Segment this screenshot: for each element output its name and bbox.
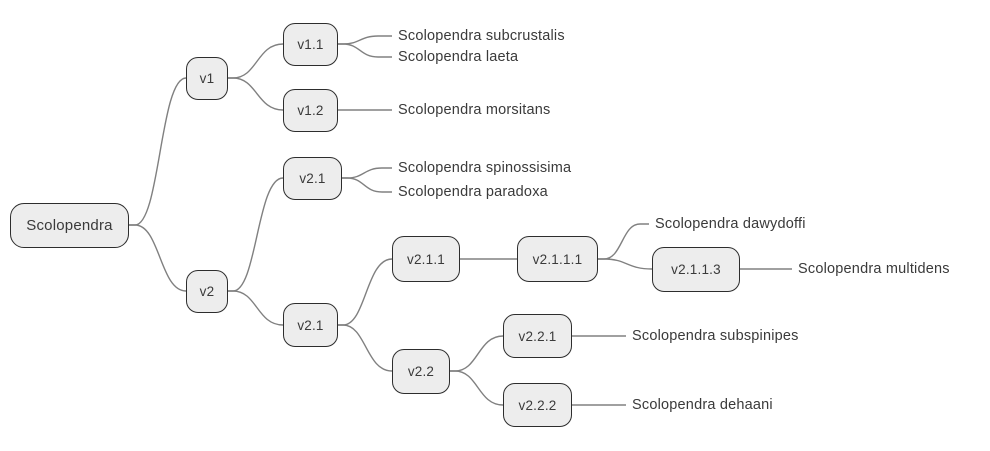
tree-node-v1-1: v1.1 xyxy=(283,23,338,66)
leaf-label-spinossisima: Scolopendra spinossisima xyxy=(398,160,572,176)
leaf-label-morsitans: Scolopendra morsitans xyxy=(398,102,551,118)
tree-node-v2-2-1: v2.2.1 xyxy=(503,314,572,358)
link-root-v2 xyxy=(129,224,187,292)
link-v2-1-paradoxa xyxy=(342,177,392,193)
tree-node-v2-1-upper: v2.1 xyxy=(283,157,342,200)
leaf-label-paradoxa: Scolopendra paradoxa xyxy=(398,184,548,200)
tree-node-v2-2: v2.2 xyxy=(392,349,450,394)
tree-node-v1-2: v1.2 xyxy=(283,89,338,132)
link-v2-v2-1-lower xyxy=(228,290,284,326)
leaf-label-subspinipes: Scolopendra subspinipes xyxy=(632,328,799,344)
link-v2-v2-1-upper xyxy=(228,177,284,292)
link-v2-2-v2-2-1 xyxy=(450,335,504,372)
tree-node-v2-1-1: v2.1.1 xyxy=(392,236,460,282)
leaf-label-multidens: Scolopendra multidens xyxy=(798,261,950,277)
link-v1-1-subcrustalis xyxy=(338,35,392,45)
link-v1-v1-1 xyxy=(228,43,284,79)
tree-node-v2-1-lower: v2.1 xyxy=(283,303,338,347)
link-v2-2-v2-2-2 xyxy=(450,370,504,406)
leaf-label-dawydoffi: Scolopendra dawydoffi xyxy=(655,216,806,232)
leaf-label-dehaani: Scolopendra dehaani xyxy=(632,397,773,413)
link-v2-1-1-1-v2-1-1-3 xyxy=(598,258,653,270)
link-v2-1-spinossisima xyxy=(342,167,392,179)
link-v1-v1-2 xyxy=(228,77,284,111)
link-v2-1-v2-1-1 xyxy=(338,258,393,326)
tree-node-v2-2-2: v2.2.2 xyxy=(503,383,572,427)
link-v2-1-v2-2 xyxy=(338,324,393,372)
link-v1-1-laeta xyxy=(338,43,392,58)
tree-node-v2-1-1-3: v2.1.1.3 xyxy=(652,247,740,292)
link-v2-1-1-1-dawydoffi xyxy=(598,223,649,260)
tree-node-v1: v1 xyxy=(186,57,228,100)
tree-node-v2-1-1-1: v2.1.1.1 xyxy=(517,236,598,282)
leaf-label-subcrustalis: Scolopendra subcrustalis xyxy=(398,28,565,44)
tree-node-v2: v2 xyxy=(186,270,228,313)
leaf-label-laeta: Scolopendra laeta xyxy=(398,49,519,65)
link-root-v1 xyxy=(129,77,187,226)
tree-node-scolopendra: Scolopendra xyxy=(10,203,129,248)
